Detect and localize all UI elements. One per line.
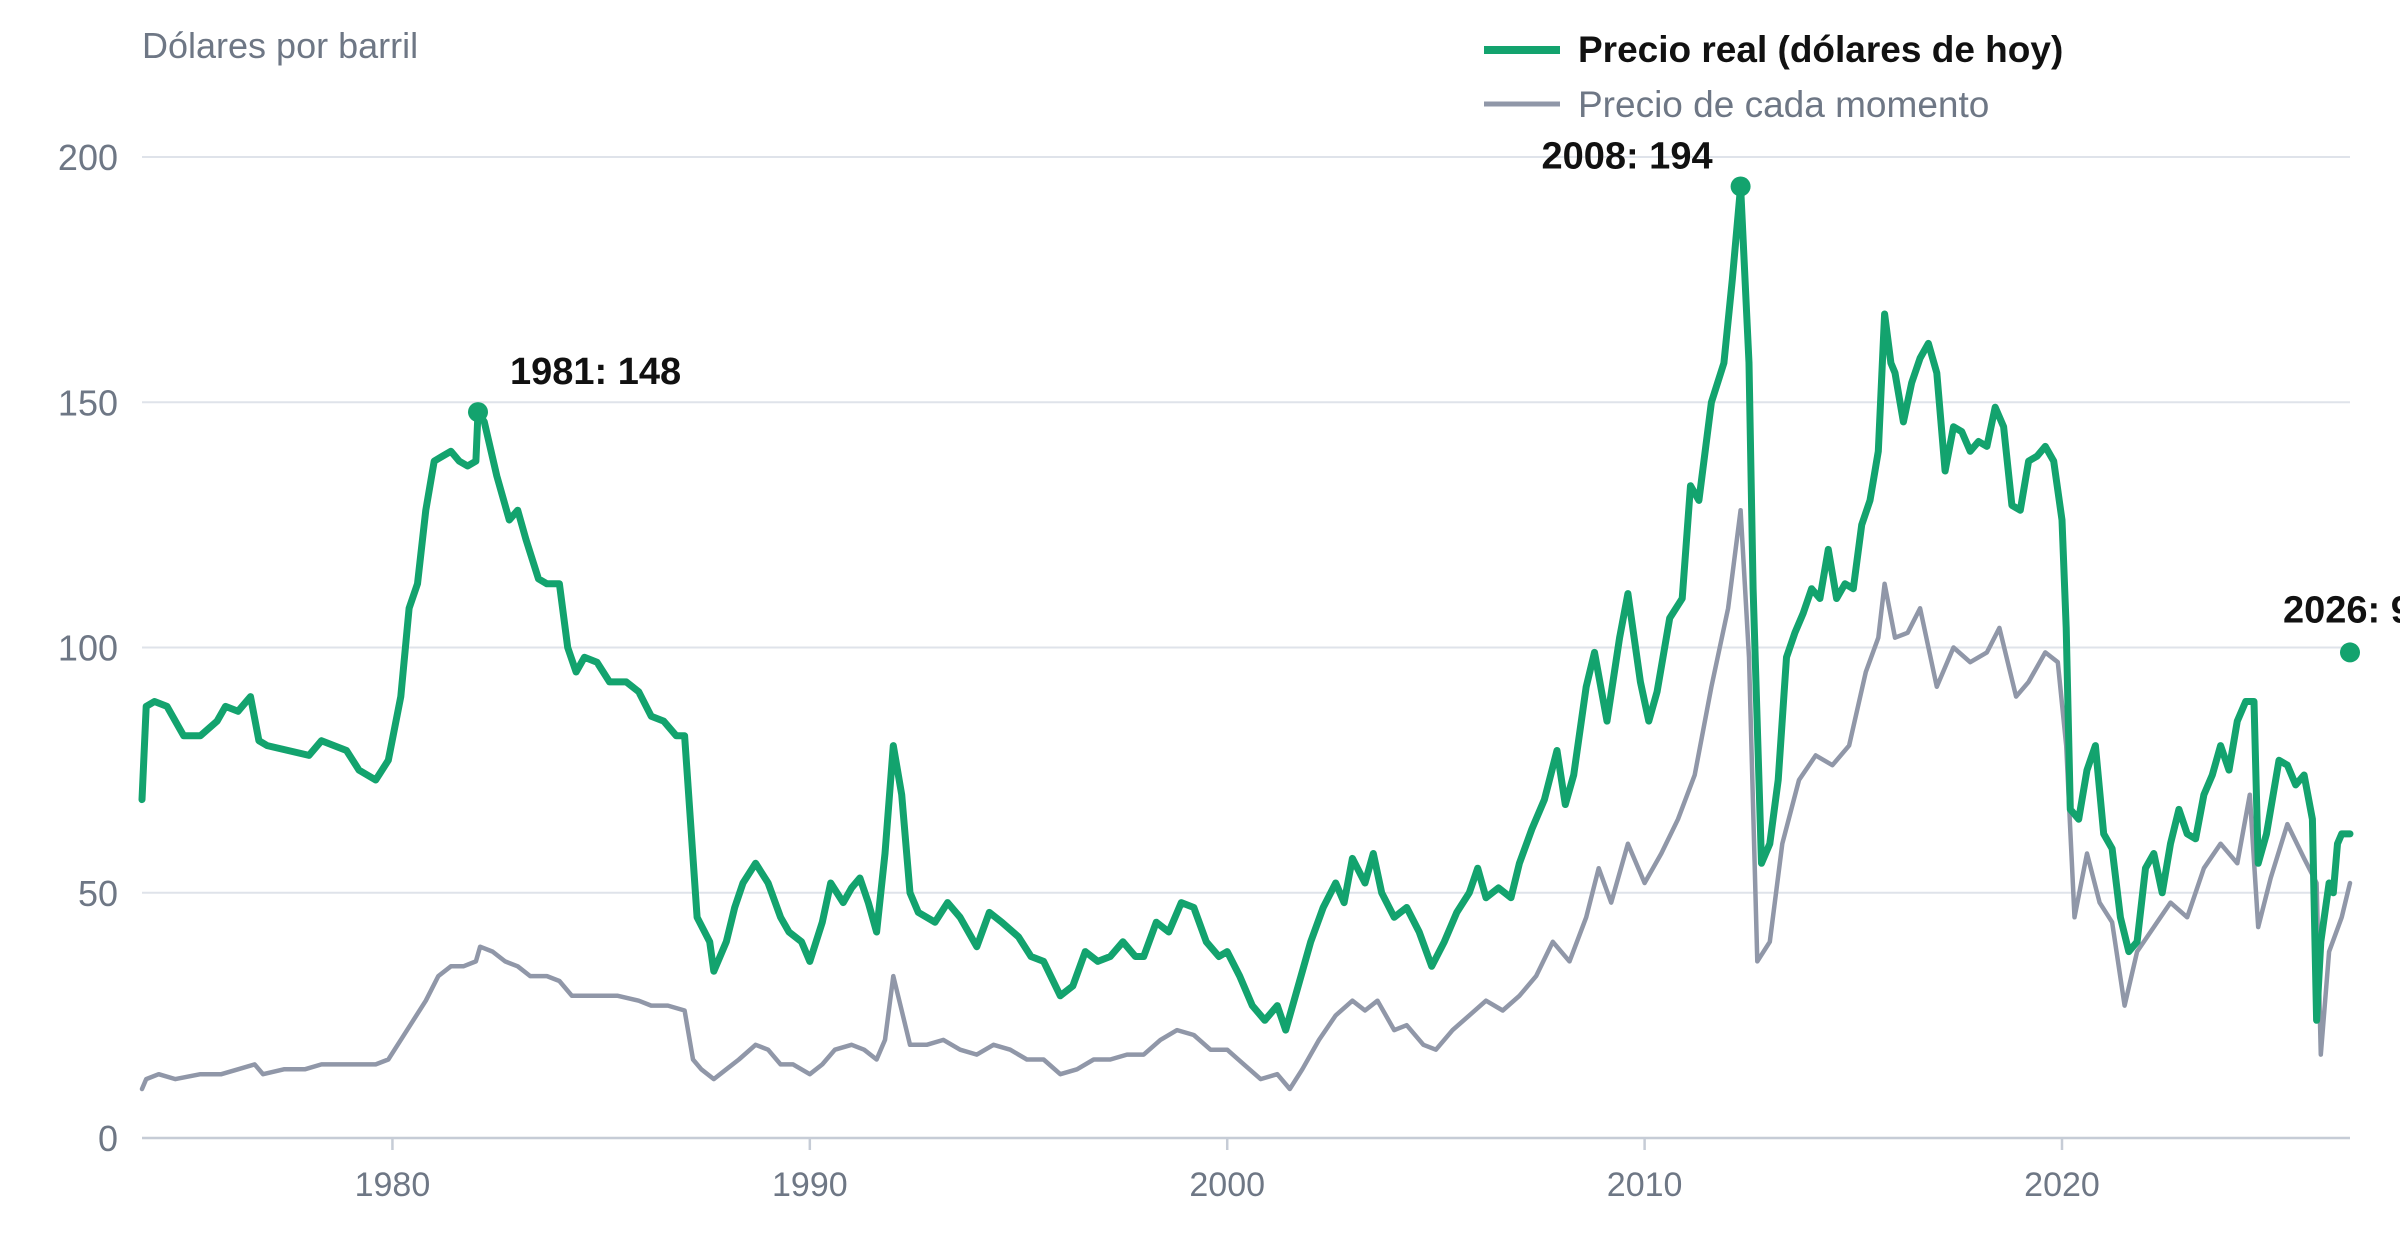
series (138, 183, 2354, 1092)
series-line-real (138, 183, 2354, 1034)
legend-label-real: Precio real (dólares de hoy) (1578, 29, 2063, 70)
annotation-label-2: 2026: 99 (2283, 589, 2400, 631)
legend-label-nominal: Precio de cada momento (1578, 84, 1989, 125)
y-axis-label: Dólares por barril (142, 25, 418, 66)
legend: Precio real (dólares de hoy) Precio de c… (1484, 29, 2063, 125)
series-line-nominal (139, 507, 2353, 1092)
grid (142, 156, 2350, 894)
y-tick-label-150: 150 (58, 382, 118, 423)
annotation-label-1: 2008: 194 (1541, 135, 1712, 177)
x-tick-label-2020: 2020 (2024, 1166, 2100, 1204)
y-ticks: 0 50 100 150 200 (58, 137, 118, 1159)
x-tick-label-2000: 2000 (1189, 1166, 1265, 1204)
y-tick-label-0: 0 (98, 1118, 118, 1159)
annotation-label-0: 1981: 148 (510, 351, 681, 393)
x-ticks: 1980 1990 2000 2010 2020 (355, 1138, 2100, 1204)
y-tick-label-50: 50 (78, 873, 118, 914)
annotation-point-2 (2340, 642, 2360, 663)
x-tick-label-1990: 1990 (772, 1166, 848, 1204)
y-tick-label-100: 100 (58, 628, 118, 669)
x-tick-label-1980: 1980 (355, 1166, 431, 1204)
annotations: 1981: 148 2008: 194 2026: 99 (468, 135, 2400, 663)
x-tick-label-2010: 2010 (1607, 1166, 1683, 1204)
annotation-point-0 (468, 402, 488, 423)
annotation-point-1 (1730, 176, 1751, 197)
y-tick-label-200: 200 (58, 137, 118, 178)
